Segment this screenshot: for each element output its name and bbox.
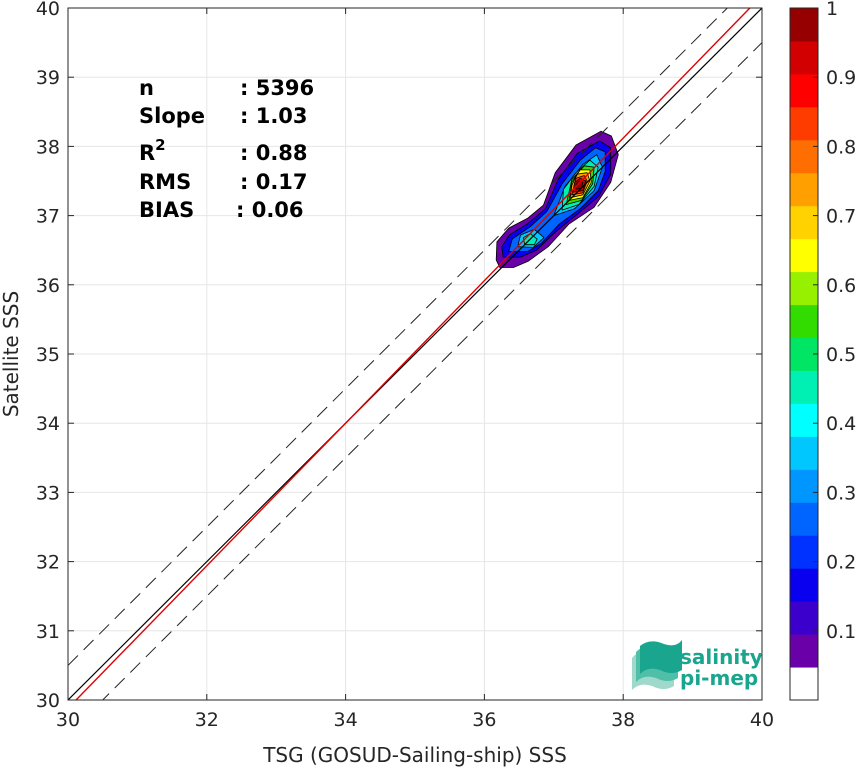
grid [67,7,763,701]
colorbar-tick-label: 0.9 [826,67,856,89]
x-axis-label: TSG (GOSUD-Sailing-ship) SSS [262,743,567,767]
colorbar-swatch [790,370,818,404]
colorbar-tick-label: 0.4 [826,413,856,435]
x-tick-label: 36 [472,709,496,731]
colorbar-swatch [790,403,818,437]
colorbar-tick-label: 0.8 [826,136,856,158]
axis-ticks: 30 32 34 36 38 40 30 31 32 33 34 35 36 37 38 39 40 [36,0,774,731]
stat-value: : 1.03 [240,104,308,128]
stat-value: : 0.17 [240,170,308,194]
x-tick-label: 34 [334,709,358,731]
stat-label: BIAS [139,198,194,222]
colorbar-tick-label: 0.6 [826,275,856,297]
y-tick-label: 30 [36,690,60,712]
y-tick-label: 38 [36,136,60,158]
colorbar-swatch [790,568,818,602]
y-tick-label: 33 [36,482,60,504]
y-tick-label: 36 [36,275,60,297]
y-tick-label: 35 [36,344,60,366]
colorbar-tick-label: 0.3 [826,482,856,504]
y-tick-label: 37 [36,206,60,228]
lower-envelope-line [101,42,762,700]
colorbar-swatch [790,634,818,668]
y-tick-label: 32 [36,552,60,574]
colorbar-swatch [790,667,818,701]
stat-label: n [139,76,154,100]
colorbar-swatch [790,238,818,273]
y-axis-label: Satellite SSS [0,291,23,417]
colorbar-swatch [790,304,818,339]
reference-lines [68,8,762,700]
colorbar-swatch [790,8,818,42]
salinity-pimep-logo: salinity pi-mep [632,640,763,690]
colorbar-swatch [790,40,818,75]
x-tick-label: 30 [56,709,80,731]
colorbar: 0.1 0.2 0.3 0.4 0.5 0.6 0.7 0.8 0.9 1 [789,0,856,701]
y-tick-label: 31 [36,621,60,643]
colorbar-swatch [790,172,818,207]
colorbar-swatch [790,271,818,306]
colorbar-swatch [790,535,818,569]
colorbar-swatch [790,106,818,141]
colorbar-tick-label: 0.7 [826,206,856,228]
stat-value: : 0.06 [236,198,304,222]
y-tick-label: 34 [36,413,60,435]
colorbar-swatch [790,502,818,536]
one-to-one-line [68,8,762,700]
colorbar-swatch [790,436,818,470]
colorbar-swatch [790,139,818,174]
colorbar-swatch [790,469,818,503]
regression-line [75,8,751,700]
stat-value: : 5396 [240,76,314,100]
colorbar-tick-label: 0.1 [826,621,856,643]
logo-line2: pi-mep [680,666,758,690]
x-tick-label: 38 [611,709,635,731]
colorbar-swatch [790,73,818,108]
y-tick-label: 39 [36,67,60,89]
stat-value: : 0.88 [240,141,308,165]
colorbar-swatch [790,601,818,635]
upper-envelope-line [68,8,729,666]
colorbar-tick-label: 1 [826,0,838,20]
colorbar-swatch [790,205,818,240]
y-tick-label: 40 [36,0,60,20]
stat-label: RMS [139,170,191,194]
stat-label: Slope [139,104,205,128]
wave-logo-icon [632,640,682,690]
x-tick-label: 40 [750,709,774,731]
logo-line1: salinity [680,645,763,669]
colorbar-tick-label: 0.5 [826,344,856,366]
colorbar-tick-label: 0.2 [826,552,856,574]
x-tick-label: 32 [195,709,219,731]
